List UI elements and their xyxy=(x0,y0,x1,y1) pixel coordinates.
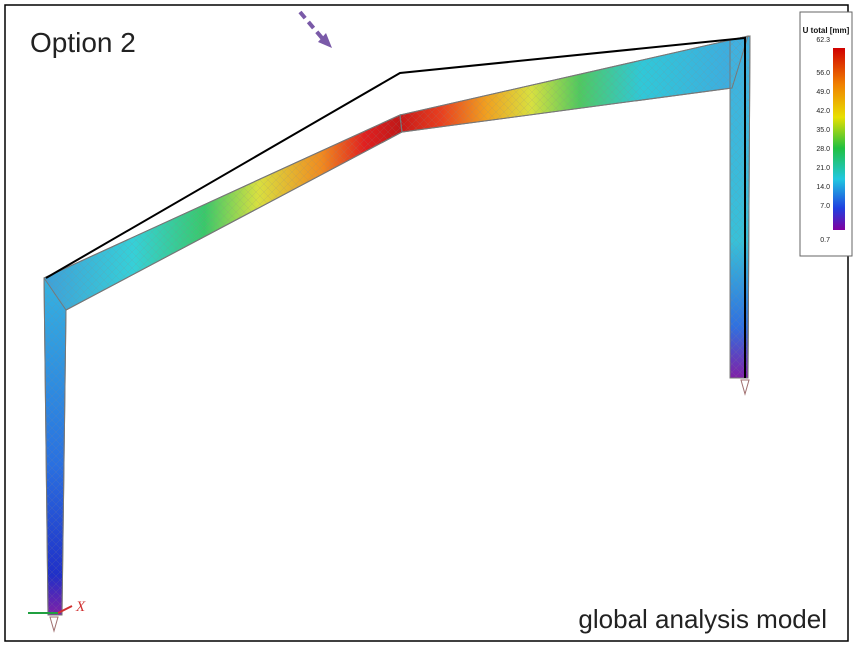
legend: U total [mm] 62.3 0.7 56.0 49.0 42.0 35.0 28… xyxy=(800,12,852,256)
legend-tick-label: 49.0 xyxy=(816,89,830,96)
page: X Option 2 global analysis model U total… xyxy=(0,0,856,647)
legend-min: 0.7 xyxy=(820,237,830,244)
legend-tick-label: 28.0 xyxy=(816,146,830,153)
option-label: Option 2 xyxy=(30,27,136,58)
legend-tick-label: 21.0 xyxy=(816,165,830,172)
figure: X Option 2 global analysis model U total… xyxy=(0,0,856,647)
legend-tick-label: 56.0 xyxy=(816,70,830,77)
legend-max: 62.3 xyxy=(816,37,830,44)
axis-label: X xyxy=(75,599,86,615)
caption: global analysis model xyxy=(578,604,827,634)
color-bar xyxy=(833,48,845,230)
legend-title: U total [mm] xyxy=(803,26,850,35)
legend-tick-label: 14.0 xyxy=(816,184,830,191)
legend-tick-label: 7.0 xyxy=(820,203,830,210)
legend-tick-label: 35.0 xyxy=(816,127,830,134)
frame xyxy=(5,5,848,641)
legend-tick-label: 42.0 xyxy=(816,108,830,115)
